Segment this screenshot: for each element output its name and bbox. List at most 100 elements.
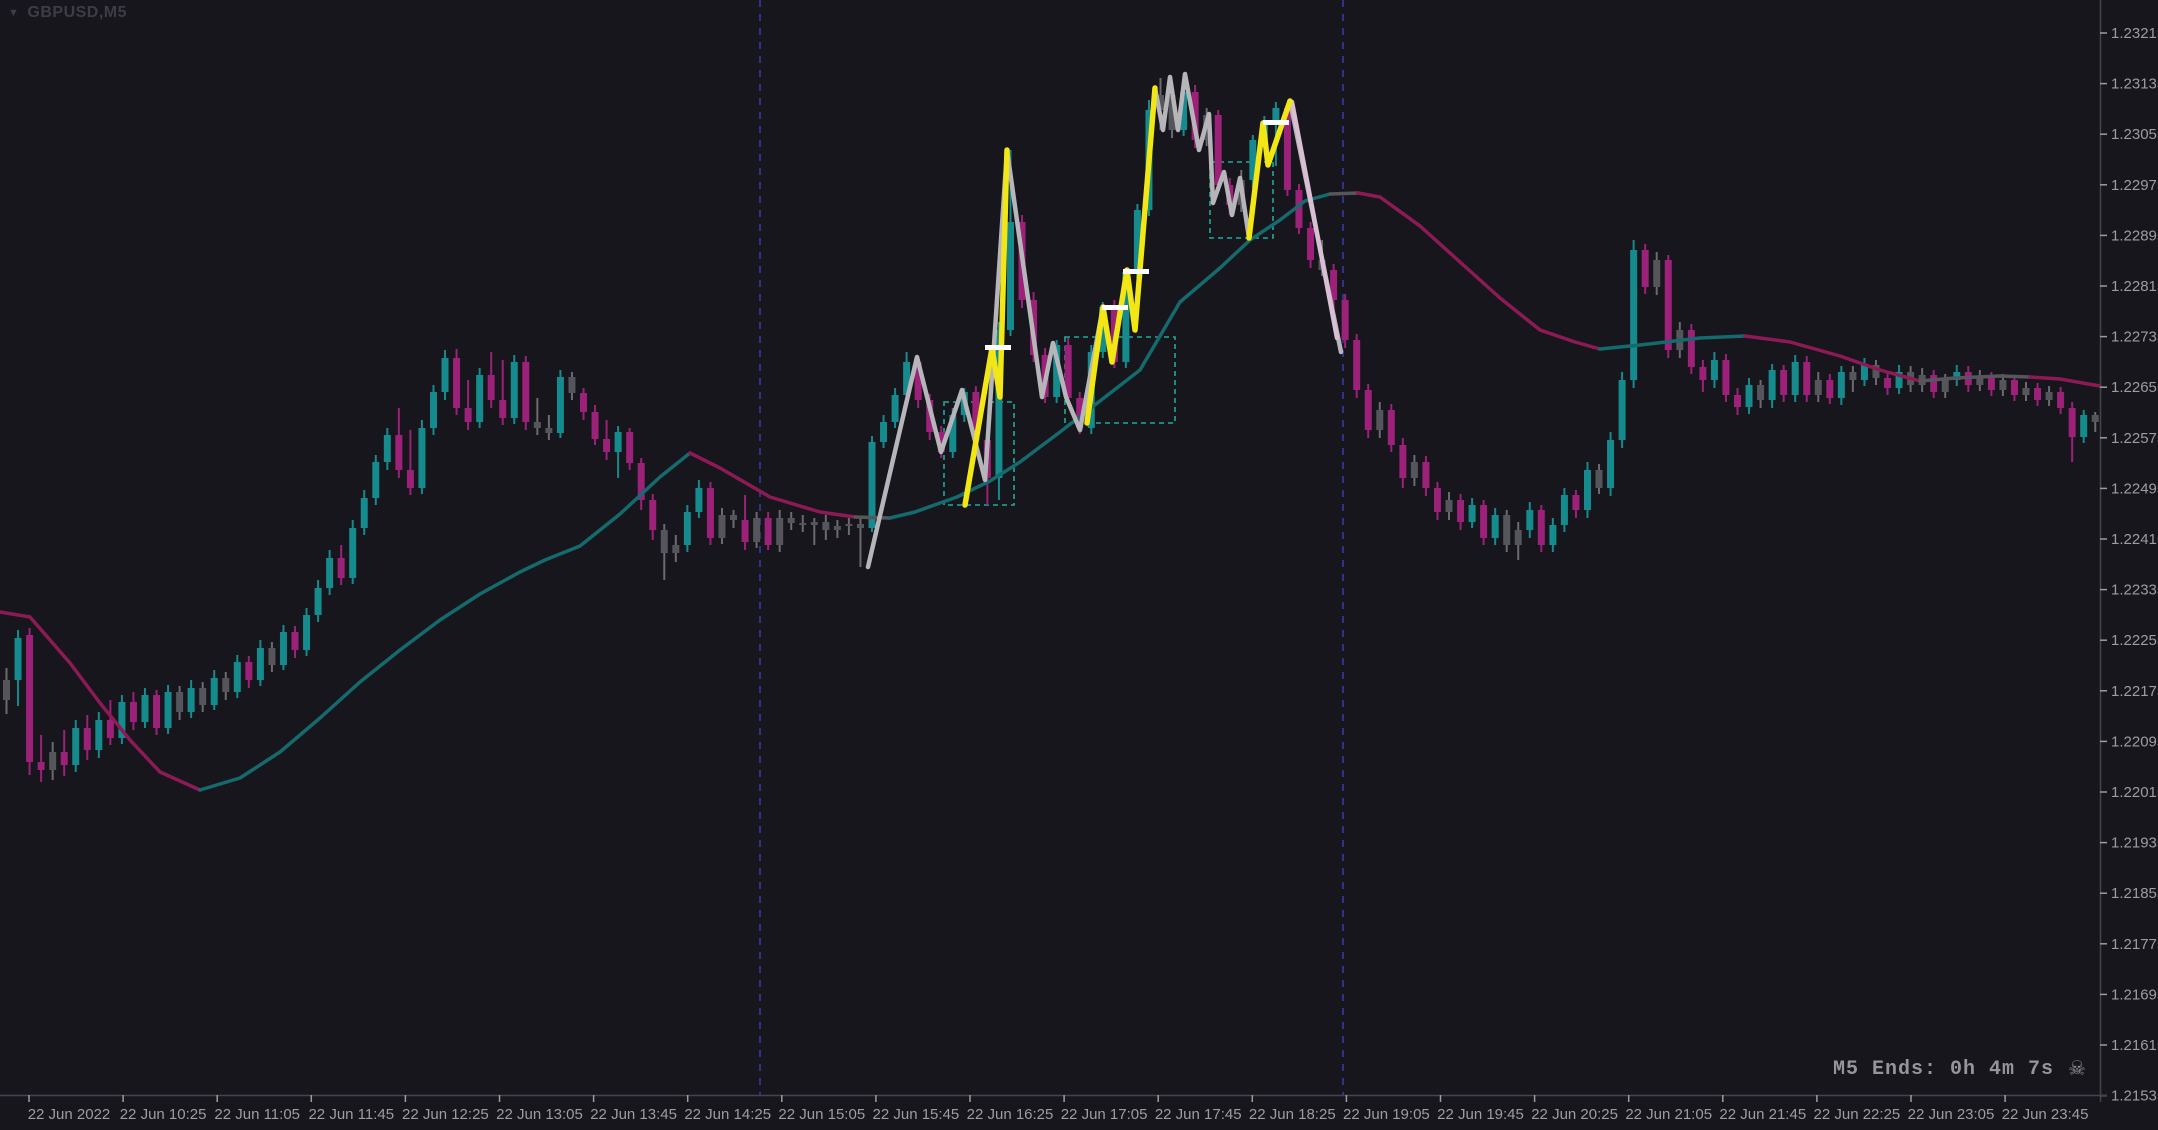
symbol-timeframe-text: GBPUSD,M5 [27, 4, 128, 21]
candle-body [3, 680, 10, 700]
candle-body [106, 720, 114, 738]
candle-body [291, 632, 299, 650]
signal-zigzag-yellow [1246, 98, 1293, 241]
price-axis-label: 1.22735 [2111, 329, 2158, 346]
candle-body [2045, 392, 2053, 400]
candle-body [1180, 92, 1188, 130]
consolidation-box [943, 401, 1015, 506]
candle-body [1422, 462, 1430, 488]
moving-average-fall [2028, 375, 2102, 388]
candle-body [337, 558, 345, 578]
time-axis[interactable]: 22 Jun 2022 22 Jun 10:25 22 Jun 11:05 22 Ju… [0, 1094, 2107, 1123]
candle-body [937, 432, 945, 452]
time-axis-label: 22 Jun 18:25 [1249, 1106, 1336, 1123]
candle-body [1687, 330, 1695, 367]
candle-body [1122, 272, 1130, 362]
candle-body [1168, 95, 1176, 130]
time-axis-label: 22 Jun 14:25 [684, 1106, 771, 1123]
candle-body [510, 362, 518, 418]
candle-body [1214, 115, 1222, 185]
candle-body [314, 588, 322, 615]
candle-body [1572, 495, 1580, 510]
candle-body [1307, 228, 1315, 260]
time-axis-label: 22 Jun 19:45 [1437, 1106, 1524, 1123]
moving-average-fall [0, 610, 202, 792]
candle-body [603, 439, 611, 452]
candle-body [706, 488, 714, 538]
candle-body [129, 702, 137, 722]
price-axis-label: 1.21855 [2111, 885, 2158, 902]
candle-body [1814, 380, 1822, 395]
candle-body [37, 762, 45, 770]
time-axis-label: 22 Jun 2022 [28, 1106, 111, 1123]
candle-body [406, 470, 414, 488]
price-axis-label: 1.22095 [2111, 733, 2158, 750]
candle-body [1457, 500, 1465, 522]
price-axis[interactable]: 1.23215 1.23135 1.23055 1.22975 1.22895 1.228… [2099, 0, 2158, 1105]
candle-body [1664, 260, 1672, 350]
candle-body [1249, 140, 1257, 180]
candle-body [1791, 362, 1799, 395]
candle-body [822, 522, 830, 530]
candle-body [1595, 470, 1603, 488]
candle-body [72, 728, 80, 765]
candle-body [499, 400, 507, 418]
candle-body [1399, 445, 1407, 478]
candle-body [1283, 108, 1291, 190]
candle-body [741, 520, 749, 542]
candle-body [1064, 345, 1072, 398]
candle-body [614, 432, 622, 452]
candle-body [83, 728, 91, 750]
symbol-label: ▼ GBPUSD,M5 [8, 4, 127, 22]
entry-tick-mark [1102, 305, 1128, 310]
time-axis-label: 22 Jun 11:05 [214, 1106, 300, 1123]
candle-body [118, 702, 126, 738]
candle-body [1745, 385, 1753, 407]
candle-body [1803, 362, 1811, 395]
candle-body [441, 358, 449, 392]
time-axis-label: 22 Jun 15:05 [778, 1106, 865, 1123]
candle-body [210, 678, 218, 705]
candle-body [1491, 515, 1499, 538]
candle-body [1364, 390, 1372, 430]
candle-body [372, 462, 380, 498]
candle-body [245, 662, 253, 680]
price-axis-label: 1.21615 [2111, 1037, 2158, 1054]
chevron-down-icon[interactable]: ▼ [8, 6, 20, 19]
candle-body [187, 688, 195, 712]
candle-body [914, 362, 922, 400]
candle-body [1410, 462, 1418, 478]
candle-body [141, 695, 149, 722]
time-axis-label: 22 Jun 15:45 [873, 1106, 960, 1123]
candle-body [487, 375, 495, 400]
candle-body [326, 558, 334, 588]
candle-body [949, 415, 957, 452]
time-axis-label: 22 Jun 13:05 [496, 1106, 583, 1123]
time-axis-label: 22 Jun 20:25 [1531, 1106, 1618, 1123]
candle-countdown-label: M5 Ends: 0h 4m 7s [1833, 1058, 2055, 1081]
candle-body [1826, 380, 1834, 398]
candle-body [1387, 410, 1395, 445]
candle-body [522, 362, 530, 422]
price-axis-label: 1.22335 [2111, 582, 2158, 599]
candle-body [868, 442, 876, 528]
candle-body [279, 632, 287, 665]
entry-tick-mark [1123, 269, 1149, 274]
moving-average-fall [1743, 334, 1922, 383]
price-axis-label: 1.23135 [2111, 76, 2158, 93]
candle-body [880, 422, 888, 442]
candle-body [1560, 495, 1568, 525]
entry-tick-mark [985, 345, 1011, 350]
time-axis-label: 22 Jun 12:25 [402, 1106, 489, 1123]
candle-body [1653, 260, 1661, 287]
candle-body [764, 518, 772, 545]
candle-body [568, 377, 576, 393]
candle-body [222, 678, 230, 692]
candle-body [683, 512, 691, 545]
candle-body [1987, 377, 1995, 390]
candle-body [1780, 370, 1788, 395]
candle-body [476, 375, 484, 422]
candle-body [1514, 530, 1522, 545]
